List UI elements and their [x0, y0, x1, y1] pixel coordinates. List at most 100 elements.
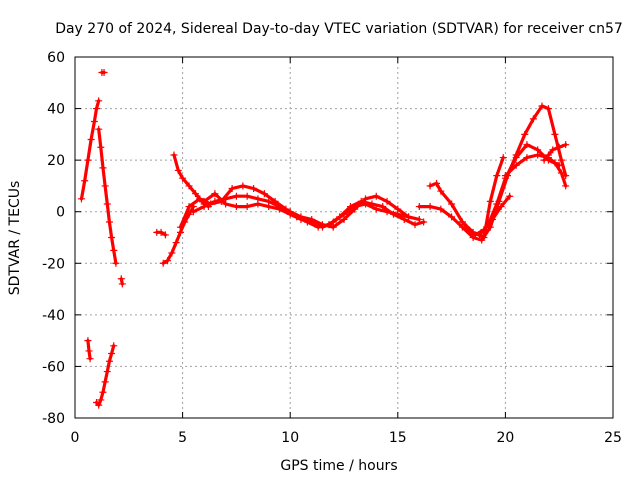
data-point	[85, 347, 93, 355]
series-arc-early-fall	[95, 125, 120, 267]
data-point	[318, 223, 326, 231]
data-point	[506, 192, 514, 200]
data-point	[118, 280, 126, 288]
data-point	[551, 130, 559, 138]
data-point	[101, 182, 109, 190]
y-tick-label: 60	[47, 50, 65, 66]
data-point	[239, 182, 247, 190]
data-point	[211, 190, 219, 198]
x-tick-label: 5	[178, 430, 187, 446]
data-point	[228, 185, 236, 193]
series-arc-late-fall-tail	[117, 275, 126, 288]
y-tick-label: 20	[47, 153, 65, 169]
data-point	[405, 213, 413, 221]
data-point	[97, 396, 105, 404]
x-tick-label: 0	[71, 430, 80, 446]
data-point	[200, 197, 208, 205]
series-line	[172, 153, 210, 209]
data-point	[174, 166, 182, 174]
y-tick-label: -40	[42, 308, 65, 324]
data-point	[112, 259, 120, 267]
data-point	[87, 136, 95, 144]
data-point	[437, 205, 445, 213]
data-point	[176, 223, 184, 231]
data-point	[168, 249, 176, 257]
data-point	[551, 159, 559, 167]
x-axis-label: GPS time / hours	[280, 458, 397, 474]
data-point	[110, 246, 118, 254]
data-point	[544, 151, 552, 159]
series-arc-mid-1	[176, 182, 428, 231]
series-arc-isolated-top	[98, 68, 108, 76]
data-point	[222, 200, 230, 208]
data-point	[99, 164, 107, 172]
x-tick-label: 25	[604, 430, 622, 446]
data-point	[243, 192, 251, 200]
data-point	[275, 205, 283, 213]
data-point	[480, 234, 488, 241]
data-point	[159, 259, 167, 267]
data-point	[523, 154, 531, 162]
data-point	[84, 337, 92, 345]
data-point	[192, 190, 200, 198]
series-arc-sub-a	[153, 228, 169, 239]
y-tick-label: 0	[56, 205, 65, 221]
data-point	[499, 154, 507, 162]
data-point	[189, 208, 197, 216]
series-arc-bottom	[93, 342, 118, 409]
data-point	[161, 231, 169, 239]
chart-title: Day 270 of 2024, Sidereal Day-to-day VTE…	[55, 21, 623, 37]
x-tick-label: 20	[496, 430, 514, 446]
data-point	[99, 388, 107, 396]
grid-layer	[75, 57, 613, 418]
data-point	[512, 161, 520, 169]
data-point	[105, 357, 113, 365]
data-point	[108, 234, 116, 241]
data-point	[521, 130, 529, 138]
data-point	[512, 154, 520, 162]
data-point	[557, 156, 565, 164]
data-point	[529, 115, 537, 123]
y-axis-label: SDTVAR / TECUs	[7, 181, 23, 296]
data-point	[523, 141, 531, 149]
data-point	[172, 239, 180, 247]
data-point	[170, 151, 178, 159]
data-point	[110, 342, 118, 350]
data-point	[463, 223, 471, 231]
data-point	[415, 215, 423, 223]
data-point	[297, 215, 305, 223]
data-point	[81, 177, 89, 185]
data-point	[340, 210, 348, 218]
data-point	[232, 203, 240, 211]
data-point	[95, 125, 103, 133]
data-point	[394, 210, 402, 218]
data-point	[196, 195, 204, 203]
series-line	[465, 194, 512, 237]
x-tick-label: 10	[281, 430, 299, 446]
data-point	[433, 179, 441, 187]
data-point	[90, 117, 98, 125]
data-point	[383, 208, 391, 216]
y-tick-label: 40	[47, 102, 65, 118]
series-line	[161, 205, 195, 265]
data-point	[555, 143, 563, 151]
plot-frame	[74, 56, 614, 419]
data-point	[538, 102, 546, 110]
data-point	[562, 141, 570, 149]
data-point	[105, 218, 113, 226]
data-point	[164, 257, 172, 265]
data-point	[77, 195, 85, 203]
data-point	[544, 105, 552, 113]
data-point	[179, 174, 187, 182]
x-tick-label: 15	[389, 430, 407, 446]
series-line	[460, 156, 505, 240]
data-point	[437, 187, 445, 195]
data-point	[501, 172, 509, 180]
series-arc-mid-3	[200, 190, 413, 231]
y-tick-label: -80	[42, 411, 65, 427]
data-point	[534, 151, 542, 159]
data-point	[95, 401, 103, 409]
data-point	[383, 197, 391, 205]
data-point	[97, 143, 105, 151]
